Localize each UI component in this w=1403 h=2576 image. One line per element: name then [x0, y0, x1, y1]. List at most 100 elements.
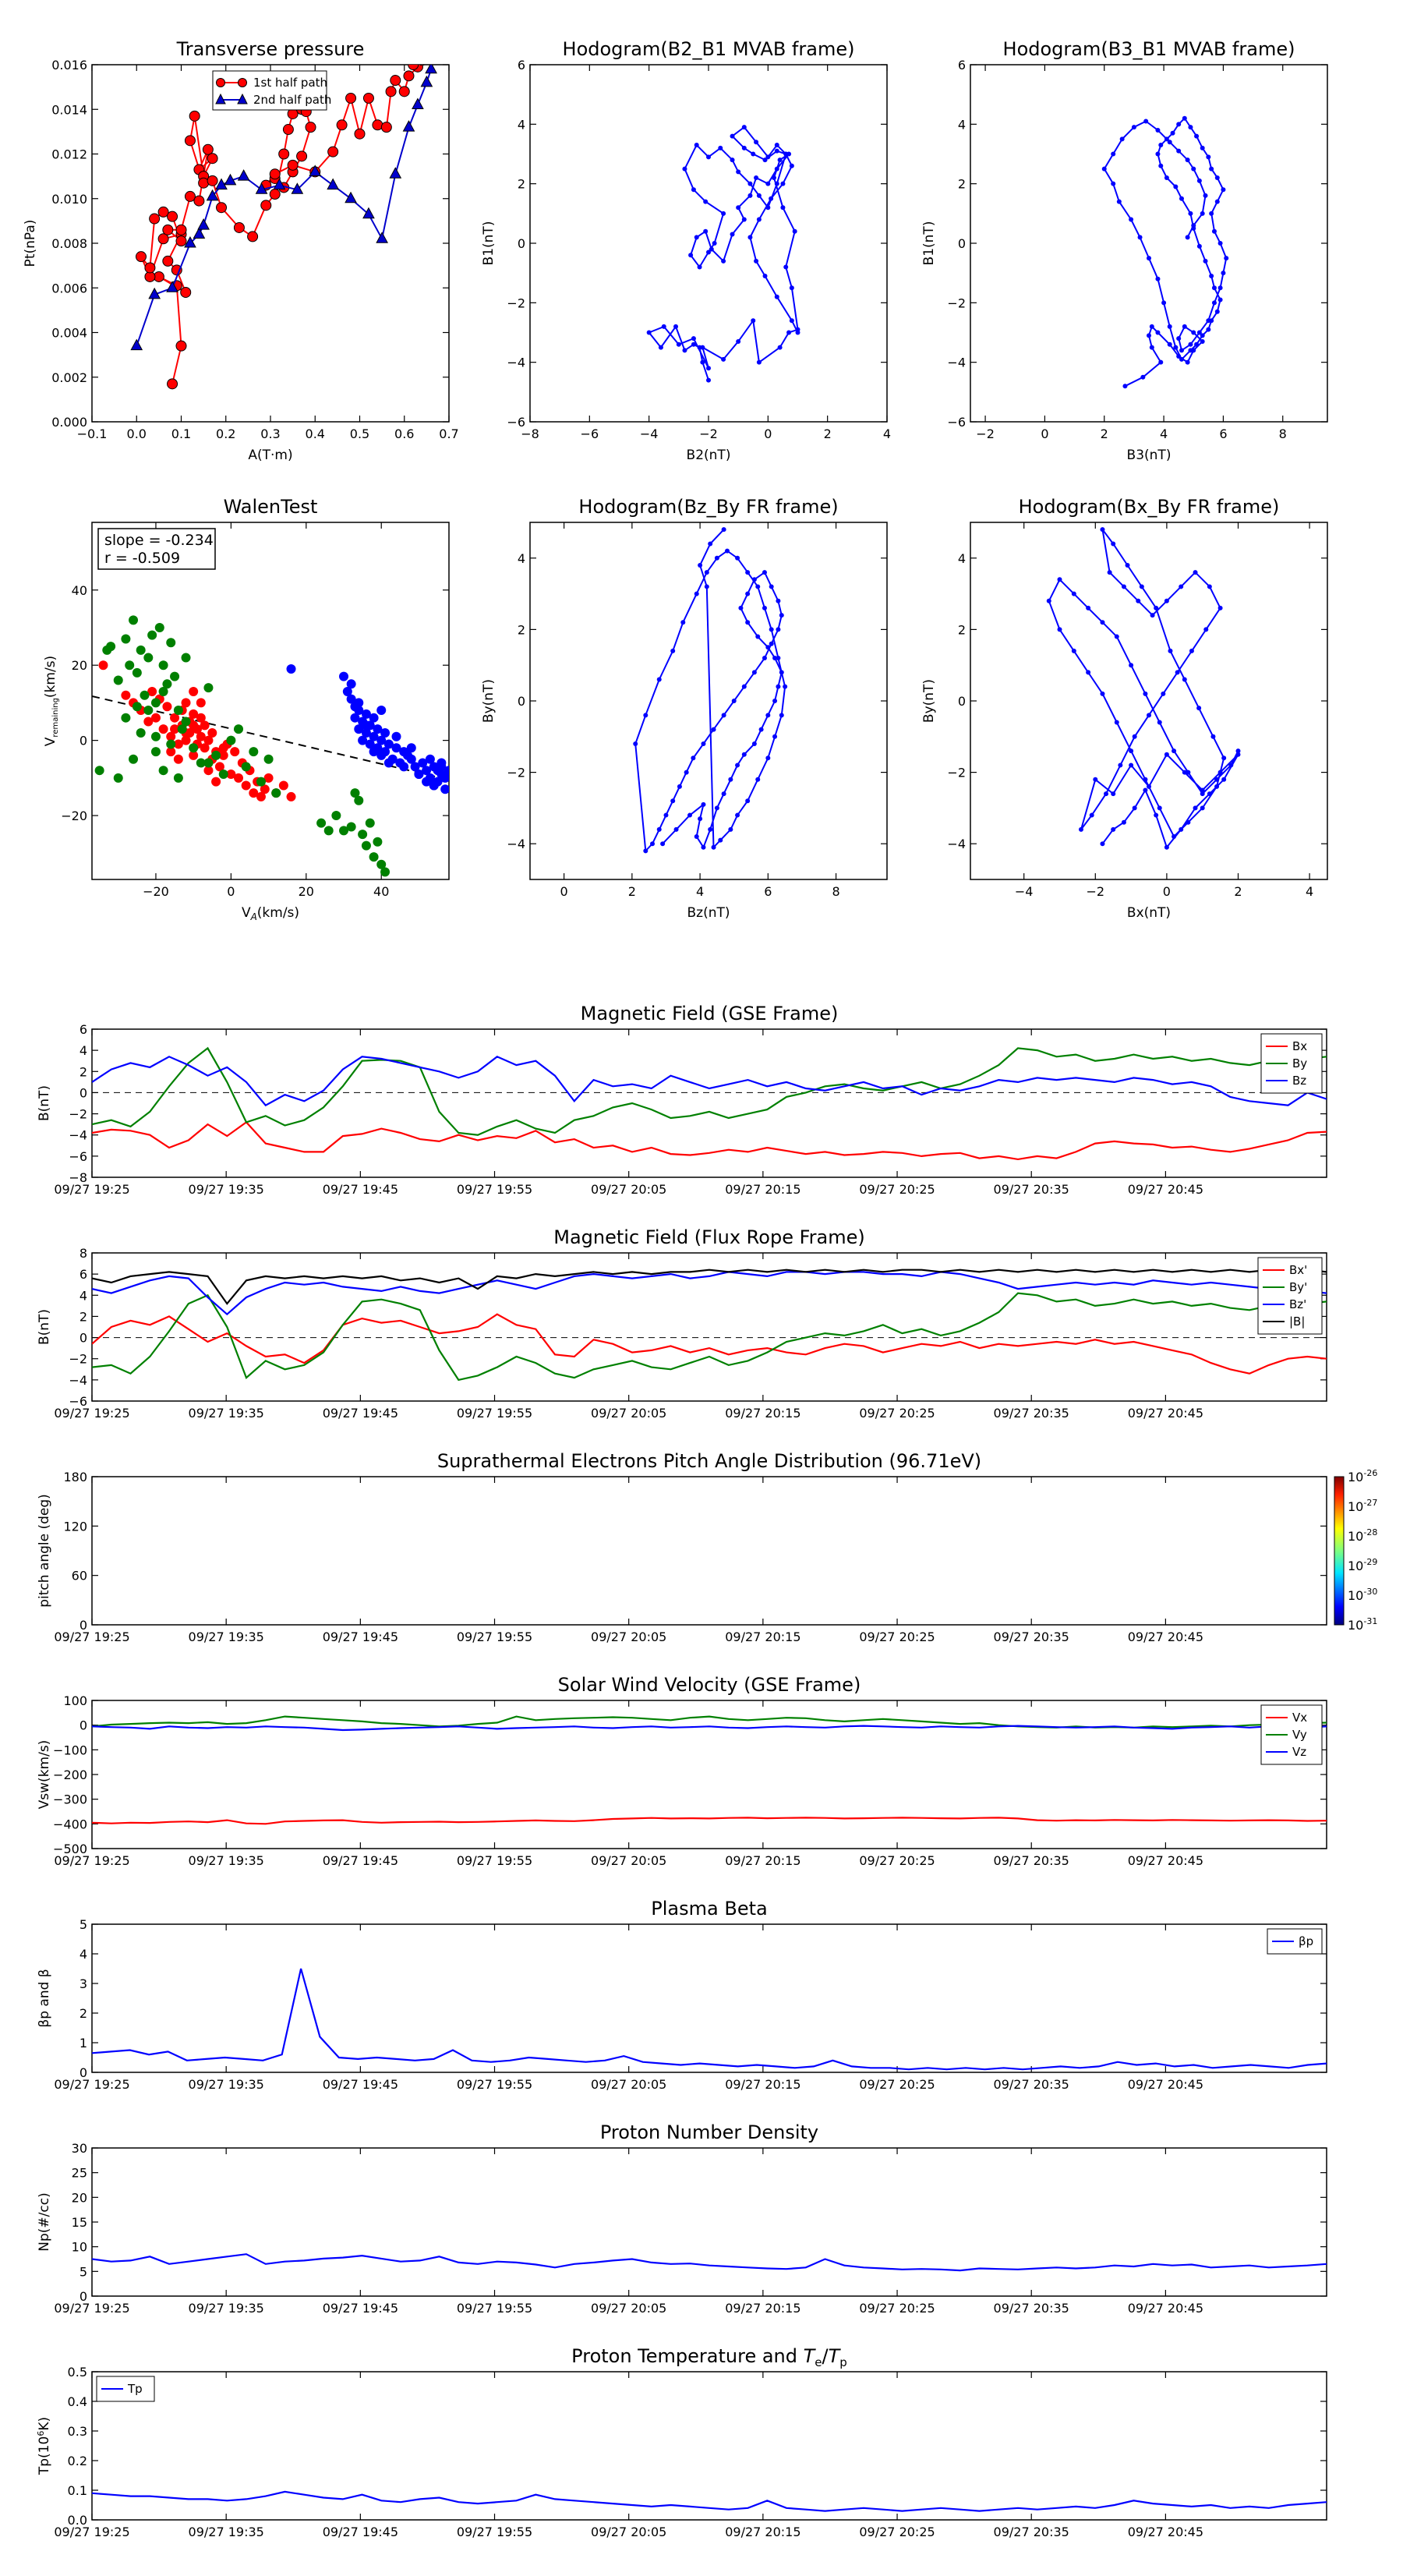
y-tick-label: −20 — [61, 809, 87, 823]
data-point — [745, 591, 751, 596]
y-tick-label: 0.014 — [51, 102, 87, 117]
data-point — [1158, 163, 1164, 168]
annotation-text: r = -0.509 — [104, 550, 180, 567]
scatter-point — [361, 720, 371, 731]
y-tick-label: 0 — [80, 1618, 87, 1633]
data-point — [1185, 235, 1190, 240]
data-point — [1157, 805, 1162, 811]
legend-entry: Bx — [1292, 1039, 1307, 1053]
data-point — [175, 224, 187, 235]
x-tick-label: 09/27 20:05 — [591, 1853, 666, 1868]
x-tick-label: 09/27 19:55 — [457, 1406, 532, 1421]
scatter-point — [132, 667, 142, 678]
data-point — [197, 218, 210, 230]
data-point — [731, 699, 737, 703]
y-tick-label: −6 — [947, 415, 966, 430]
data-point — [1164, 175, 1169, 181]
y-tick-label: 4 — [518, 117, 525, 132]
data-point — [345, 191, 357, 203]
y-axis-label: B1(nT) — [481, 221, 497, 266]
data-point — [1143, 119, 1149, 124]
y-tick-label: 120 — [63, 1519, 87, 1534]
x-tick-label: 09/27 20:25 — [859, 2077, 935, 2092]
data-point — [765, 713, 771, 718]
data-point — [1214, 199, 1220, 204]
x-tick-label: 6 — [764, 884, 772, 899]
x-tick-label: 09/27 20:25 — [859, 1406, 935, 1421]
data-point — [682, 166, 687, 172]
x-tick-label: 09/27 19:25 — [54, 2525, 129, 2539]
data-point — [691, 336, 696, 341]
data-point — [738, 605, 744, 610]
data-point — [1057, 577, 1062, 582]
x-tick-label: 09/27 19:35 — [189, 1853, 264, 1868]
x-tick-label: −6 — [581, 426, 599, 441]
plot-area — [92, 615, 449, 877]
data-point — [1137, 235, 1143, 240]
y-tick-label: 2 — [80, 1064, 87, 1079]
scatter-point — [399, 762, 409, 772]
scatter-point — [350, 713, 360, 723]
x-tick-label: 09/27 19:55 — [457, 2525, 532, 2539]
chart-walen-test: WalenTest −20 0 20 40 −20 0 20 40 VA(km/s) Vremain… — [43, 496, 450, 922]
data-point — [721, 713, 726, 718]
data-point — [1200, 791, 1205, 797]
scatter-point — [376, 735, 387, 745]
data-point — [656, 677, 662, 682]
data-point — [1188, 348, 1193, 353]
data-point — [765, 154, 771, 160]
y-tick-label: 0 — [958, 694, 966, 709]
x-tick-label: −4 — [1015, 884, 1034, 899]
data-point — [724, 548, 730, 554]
data-point — [658, 345, 663, 350]
data-point — [1132, 805, 1137, 811]
scatter-point — [181, 653, 191, 663]
data-point — [1176, 122, 1182, 127]
data-point — [1111, 151, 1116, 157]
legend-entry: Bz' — [1289, 1297, 1306, 1311]
data-point — [1228, 763, 1234, 768]
y-tick-label: 8 — [80, 1246, 87, 1261]
data-point — [1167, 324, 1172, 329]
data-point — [1196, 706, 1202, 711]
data-point — [708, 541, 713, 547]
data-point — [419, 65, 426, 66]
x-tick-label: 2 — [1234, 884, 1242, 899]
data-point — [1217, 241, 1223, 246]
series-line-series-0 — [648, 126, 799, 380]
data-point — [1089, 812, 1094, 818]
x-tick-label: 0.2 — [216, 426, 235, 441]
data-point — [700, 359, 705, 365]
scatter-point — [286, 791, 296, 801]
x-tick-label: 09/27 19:35 — [189, 2077, 264, 2092]
data-point — [1114, 720, 1119, 725]
data-point — [776, 684, 781, 689]
data-point — [1046, 598, 1051, 603]
data-point — [779, 670, 784, 675]
y-tick-label: 4 — [80, 1043, 87, 1058]
data-point — [1164, 752, 1169, 757]
data-point — [676, 341, 681, 347]
scatter-point — [150, 731, 161, 741]
data-point — [336, 119, 348, 131]
x-tick-label: 09/27 20:15 — [725, 2525, 800, 2539]
data-point — [774, 143, 779, 148]
scatter-point — [207, 727, 217, 738]
x-tick-label: −2 — [699, 426, 718, 441]
scatter-point — [323, 826, 334, 836]
data-point — [741, 125, 747, 130]
data-point — [1170, 130, 1175, 136]
y-tick-label: 6 — [80, 1267, 87, 1282]
y-axis-label: B(nT) — [37, 1309, 52, 1345]
y-tick-label: 20 — [72, 658, 87, 673]
x-tick-label: 09/27 19:45 — [323, 2077, 398, 2092]
data-point — [755, 584, 761, 589]
data-point — [745, 798, 751, 804]
data-point — [1203, 193, 1208, 198]
data-point — [184, 190, 196, 202]
chart-solar-wind-velocity: Solar Wind Velocity (GSE Frame) −500 −400 −… — [37, 1674, 1327, 1868]
x-tick-label: 09/27 20:35 — [994, 1406, 1069, 1421]
scatter-point — [136, 645, 146, 655]
data-point — [789, 285, 794, 291]
x-axis-label: A(T·m) — [248, 448, 292, 463]
